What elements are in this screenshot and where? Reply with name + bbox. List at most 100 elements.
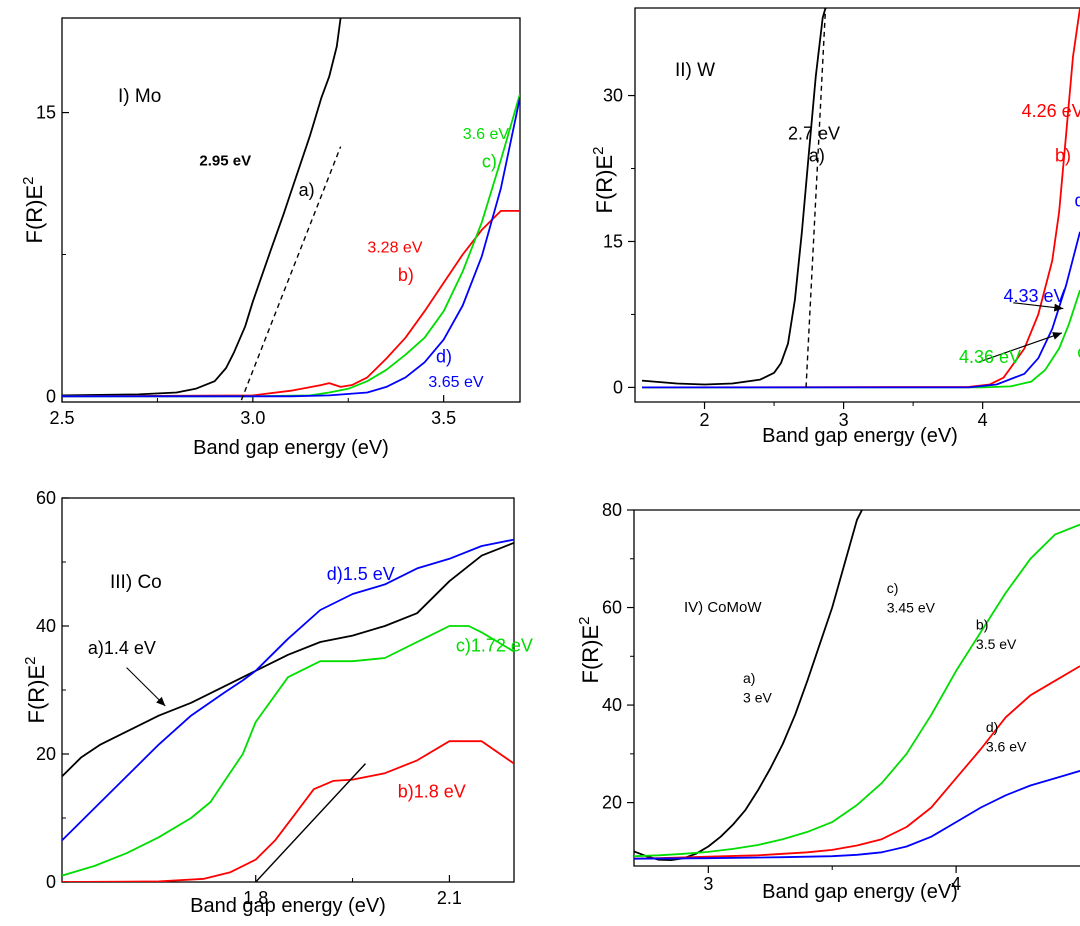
x-tick-label: 3.5 [431,408,456,428]
annotation-label: a)1.4 eV [88,638,156,658]
x-tick-label: 3 [703,874,713,894]
panel-title: IV) CoMoW [684,599,762,616]
panel-comow: 3 4 20 40 60 80 Band gap energy (eV) F(R)E2 IV) … [576,500,1080,903]
annotation-label: d) [1074,190,1080,210]
series-group [634,510,1080,861]
panel-title: II) W [675,60,715,81]
y-axis-label-superscript: 2 [20,177,37,185]
annotation-arrow-line [978,332,1063,363]
y-axis-label-superscript: 2 [22,657,39,665]
annotation-arrow-head [156,696,166,706]
y-axis-label-superscript: 2 [576,617,593,625]
annotation-label: c)1.72 eV [456,636,533,656]
y-tick-label: 20 [602,793,622,813]
y-tick-label: 60 [36,488,56,508]
annotation-label: 2.7 eV [788,123,840,143]
annotation-label: d) [986,719,998,735]
y-axis-label-text: F(R)E [578,625,603,684]
series-line [62,209,520,398]
series-line [641,8,827,386]
y-axis-label: F(R)E2 [20,177,47,244]
x-axis-label: Band gap energy (eV) [762,881,958,903]
panel-mo: 2.5 3.0 3.5 0 15 Band gap energy (eV) F(R)E2 I)… [20,17,521,459]
annotation-label: 2.95 eV [199,153,251,170]
y-tick-label: 15 [603,231,623,251]
y-tick-label: 60 [602,598,622,618]
series-line [642,231,1080,389]
x-tick-label: 2 [700,410,710,430]
plot-frame [633,509,1080,867]
y-axis-label: F(R)E2 [576,617,603,684]
annotation-label: 3.5 eV [976,636,1017,652]
annotation-arrow-head [1053,303,1064,312]
x-tick-label: 4 [951,874,961,894]
series-line [634,523,1080,858]
series-line [62,18,342,397]
annotation-label: b) [1055,146,1071,166]
y-tick-label: 0 [46,872,56,892]
y-axis-label-text: F(R)E [592,155,617,214]
annotation-arrow-head [1052,332,1062,340]
annotation-label: b)1.8 eV [398,782,466,802]
fit-line [805,8,827,388]
annotation-label: 4.36 eV [959,347,1021,367]
series-line [62,740,514,882]
y-axis-label: F(R)E2 [590,147,617,214]
series-line [62,625,514,877]
y-tick-label: 80 [602,500,622,520]
y-axis-label: F(R)E2 [22,657,49,724]
plot-frame [61,17,521,403]
annotation-label: d) [436,346,452,366]
annotation-arrow-line [126,667,166,707]
annotation-label: a) [743,670,755,686]
x-axis-label: Band gap energy (eV) [193,437,389,459]
annotation-label: 3.28 eV [367,240,422,257]
annotation-label: b) [976,616,988,632]
annotation-label: 3 eV [743,690,772,706]
x-tick-label: 3.0 [240,408,265,428]
annotation-label: a) [809,146,825,166]
series-group [62,538,514,882]
panel-title: III) Co [110,572,162,593]
plot-frame [634,7,1080,403]
annotation-label: b) [398,265,414,285]
series-line [62,97,520,398]
y-axis-label-superscript: 2 [590,147,607,155]
x-tick-label: 2.1 [437,888,462,908]
x-axis-label: Band gap energy (eV) [190,895,386,917]
annotation-label: 3.65 eV [428,374,483,391]
y-axis-label-text: F(R)E [24,665,49,724]
annotation-label: 4.26 eV [1022,101,1080,121]
y-tick-label: 40 [36,616,56,636]
y-tick-label: 0 [46,386,56,406]
series-line [634,770,1080,860]
annotation-label: 3.45 eV [887,599,936,615]
y-tick-label: 30 [603,86,623,106]
annotation-label: c) [482,151,497,171]
y-axis-label-text: F(R)E [22,185,47,244]
annotation-label: d)1.5 eV [327,564,395,584]
annotation-label: 3.6 eV [463,126,510,143]
series-line [634,665,1080,860]
x-tick-label: 3 [839,410,849,430]
series-line [634,510,863,861]
series-line [62,538,514,842]
series-group [641,8,1080,389]
x-tick-label: 4 [978,410,988,430]
x-axis-label: Band gap energy (eV) [762,425,958,447]
y-tick-label: 20 [36,744,56,764]
panel-title: I) Mo [118,86,161,107]
annotation-label: c) [887,580,899,596]
annotation-label: c [1077,342,1080,362]
annotation-label: a) [299,180,315,200]
series-line [642,289,1080,389]
y-tick-label: 0 [613,377,623,397]
fit-line [240,146,342,401]
y-tick-label: 40 [602,695,622,715]
y-tick-label: 15 [36,103,56,123]
series-group [62,18,520,401]
x-tick-label: 1.8 [243,888,268,908]
annotation-label: 4.33 eV [1004,286,1066,306]
